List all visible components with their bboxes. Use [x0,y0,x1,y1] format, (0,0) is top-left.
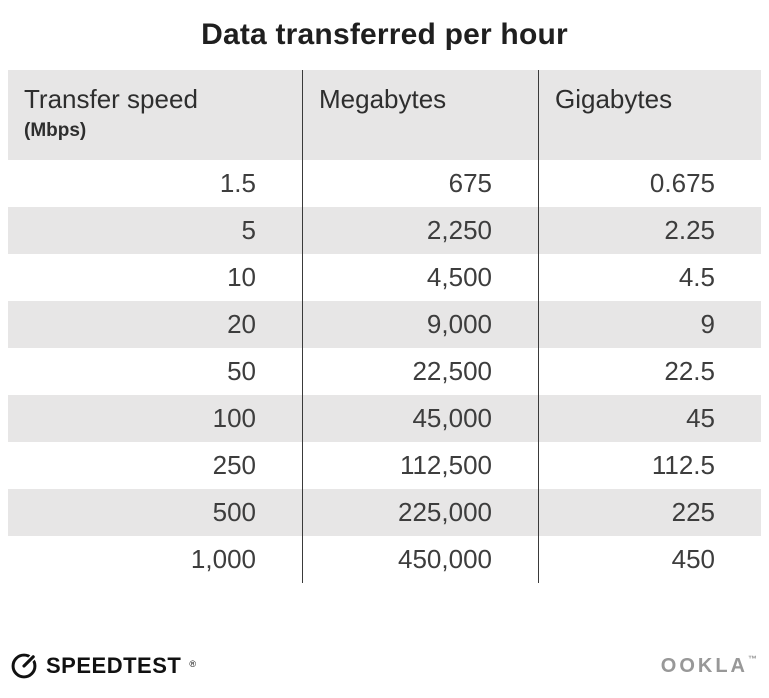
header-speed-label: Transfer speed [24,84,198,114]
table-row: 5 2,250 2.25 [8,207,761,254]
table-row: 100 45,000 45 [8,395,761,442]
cell-megabytes: 2,250 [302,207,538,254]
table-row: 20 9,000 9 [8,301,761,348]
ookla-wordmark: OOKLA ™ [660,653,757,678]
cell-gigabytes: 225 [538,489,761,536]
cell-gigabytes: 4.5 [538,254,761,301]
header-row: Transfer speed (Mbps) Megabytes Gigabyte… [8,70,761,160]
trademark-icon: ™ [748,653,757,664]
table-row: 500 225,000 225 [8,489,761,536]
header-gigabytes-label: Gigabytes [555,84,673,114]
speedometer-icon [11,652,38,679]
cell-gigabytes: 22.5 [538,348,761,395]
cell-gigabytes: 112.5 [538,442,761,489]
footer: SPEEDTEST ® OOKLA ™ [10,648,757,684]
header-cell-gigabytes: Gigabytes [538,70,761,160]
cell-speed: 50 [227,356,256,386]
header-cell-megabytes: Megabytes [302,70,538,160]
table-row: 250 112,500 112.5 [8,442,761,489]
cell-megabytes: 22,500 [302,348,538,395]
table-row: 1.5 675 0.675 [8,160,761,207]
cell-megabytes: 112,500 [302,442,538,489]
cell-speed: 5 [241,215,256,245]
data-table: Transfer speed (Mbps) Megabytes Gigabyte… [8,70,761,583]
speedtest-logo: SPEEDTEST ® [10,652,196,680]
cell-megabytes: 675 [302,160,538,207]
cell-speed: 100 [212,403,256,433]
table-row: 10 4,500 4.5 [8,254,761,301]
page-title: Data transferred per hour [201,18,568,51]
cell-megabytes: 9,000 [302,301,538,348]
cell-speed: 20 [227,309,256,339]
header-megabytes-label: Megabytes [319,84,447,114]
cell-megabytes: 225,000 [302,489,538,536]
cell-gigabytes: 9 [538,301,761,348]
header-speed-unit: (Mbps) [24,120,87,141]
cell-speed: 10 [227,262,256,292]
speedtest-wordmark: SPEEDTEST [46,653,182,678]
cell-speed: 1,000 [190,544,256,574]
cell-megabytes: 45,000 [302,395,538,442]
table-row: 1,000 450,000 450 [8,536,761,583]
cell-gigabytes: 2.25 [538,207,761,254]
table-body: 1.5 675 0.675 5 2,250 2.25 10 4,500 4.5 … [8,160,761,583]
cell-gigabytes: 45 [538,395,761,442]
ookla-text: OOKLA [660,654,748,677]
cell-gigabytes: 0.675 [538,160,761,207]
table-row: 50 22,500 22.5 [8,348,761,395]
registered-mark-icon: ® [189,659,196,669]
cell-speed: 500 [212,497,256,527]
cell-megabytes: 4,500 [302,254,538,301]
cell-gigabytes: 450 [538,536,761,583]
header-cell-speed: Transfer speed (Mbps) [8,70,302,160]
cell-megabytes: 450,000 [302,536,538,583]
cell-speed: 250 [212,450,256,480]
cell-speed: 1.5 [219,168,256,198]
